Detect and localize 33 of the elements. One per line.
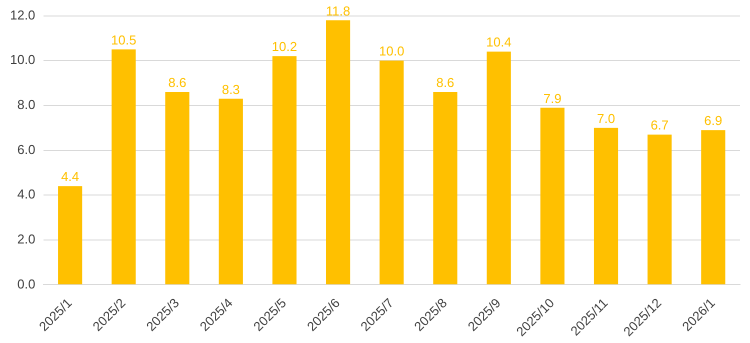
data-label: 8.6 <box>436 75 454 90</box>
bar <box>594 128 618 284</box>
data-label: 10.4 <box>486 34 512 50</box>
data-label: 4.4 <box>61 169 80 184</box>
data-label: 10.2 <box>272 39 298 54</box>
y-tick-label: 12.0 <box>10 7 36 22</box>
data-label: 10.0 <box>378 44 404 59</box>
y-tick-label: 0.0 <box>17 276 36 292</box>
bar <box>112 49 136 284</box>
bar <box>165 92 190 284</box>
y-tick-label: 10.0 <box>10 52 36 68</box>
y-tick-label: 6.0 <box>17 142 36 157</box>
data-label: 8.3 <box>222 82 240 97</box>
y-tick-label: 8.0 <box>17 97 36 112</box>
data-label: 7.9 <box>543 90 562 106</box>
bar <box>540 108 564 284</box>
data-label: 6.7 <box>650 118 669 133</box>
data-label: 6.9 <box>704 113 722 128</box>
y-tick-label: 2.0 <box>17 231 36 246</box>
data-label: 11.8 <box>326 3 350 18</box>
bar <box>326 20 350 284</box>
bar <box>486 52 511 284</box>
bar <box>272 56 297 284</box>
bar <box>380 60 404 284</box>
y-tick-label: 4.0 <box>17 186 36 202</box>
bar <box>58 186 82 284</box>
data-label: 7.0 <box>596 110 616 126</box>
bar <box>433 92 458 284</box>
bar <box>701 130 726 284</box>
bar <box>648 134 672 284</box>
bar <box>218 98 243 284</box>
data-label: 10.5 <box>111 32 136 48</box>
data-label: 8.6 <box>168 75 186 90</box>
